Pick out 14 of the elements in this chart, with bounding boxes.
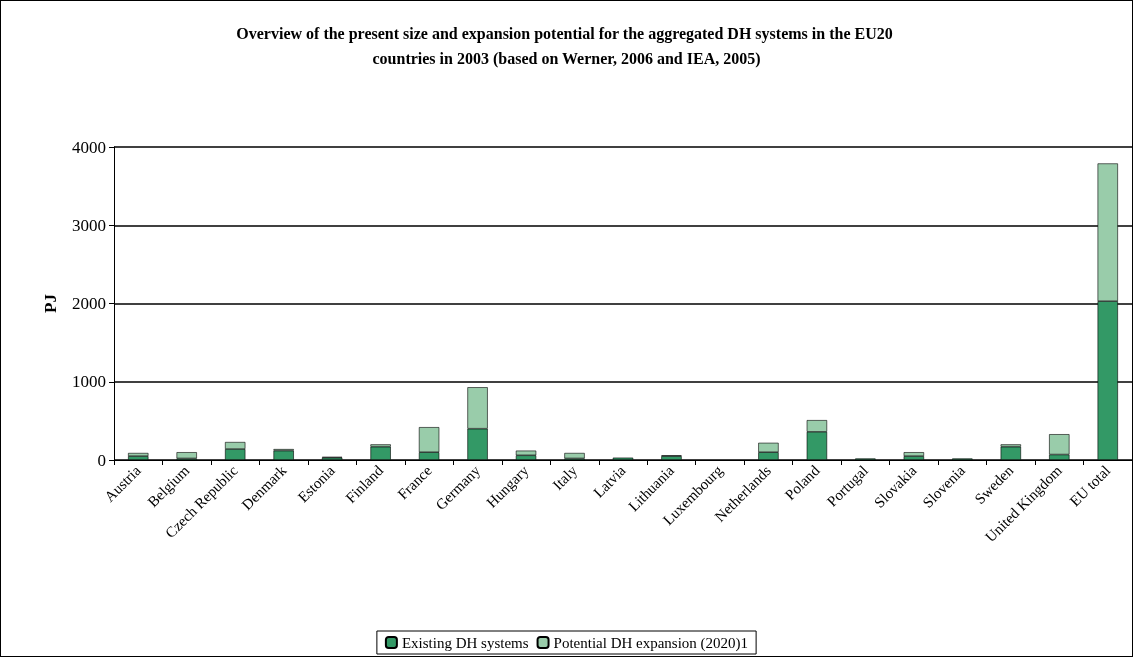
chart-title: Overview of the present size and expansion potential for the aggregated DH systems in the EU20 countries in 2003 (based on Werner, 2006 and IEA, 2005) [236, 25, 897, 68]
x-tick-label: EU total [1066, 462, 1114, 510]
bar [515, 450, 537, 456]
y-tick-label: 1000 [72, 372, 106, 392]
y-axis-title: PJ [41, 293, 60, 313]
y-tick-label: 0 [97, 450, 106, 470]
bar [903, 452, 925, 457]
legend-label: Existing DH systems [401, 634, 529, 651]
bar [128, 452, 149, 457]
y-tick-label: 3000 [72, 215, 106, 235]
x-tick-label: Italy [549, 461, 581, 494]
legend-label: Potential DH expansion (2020)1 [553, 634, 749, 652]
y-tick-label: 4000 [72, 137, 106, 157]
y-tick-label: 2000 [72, 294, 106, 313]
